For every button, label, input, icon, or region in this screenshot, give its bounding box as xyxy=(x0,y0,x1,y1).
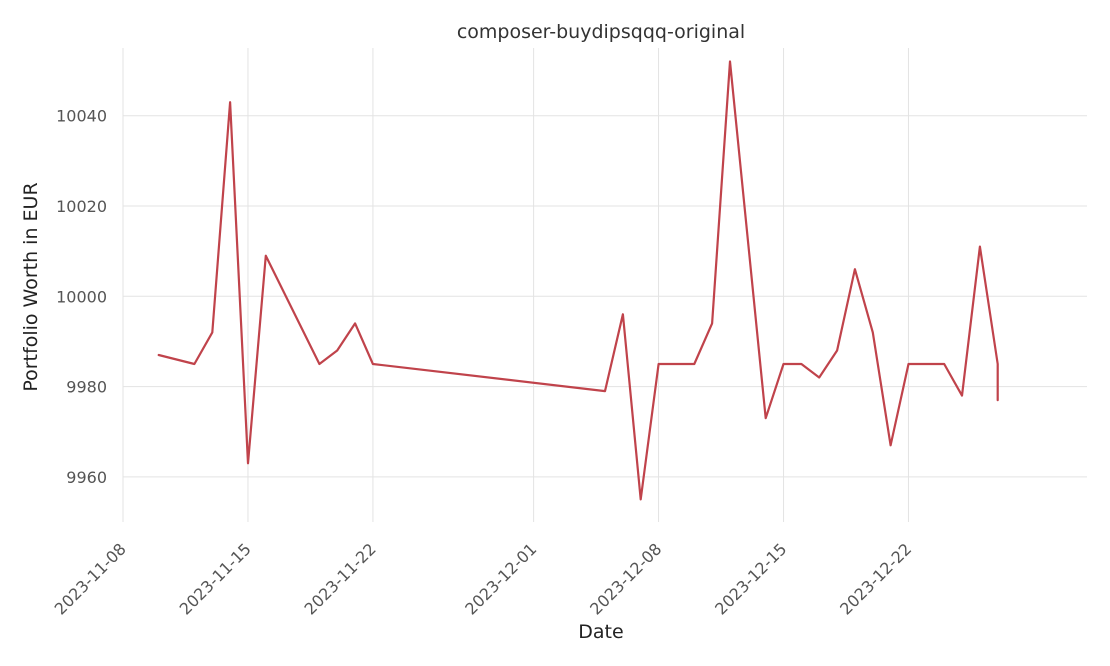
y-axis-ticks: 9960 9980 10000 10020 10040 xyxy=(56,107,107,487)
grid xyxy=(122,48,1087,522)
y-tick-label: 10020 xyxy=(56,197,107,216)
x-tick-label: 2023-11-08 xyxy=(51,539,130,618)
x-tick-label: 2023-12-01 xyxy=(461,539,540,618)
y-tick-label: 9960 xyxy=(66,468,107,487)
series-line xyxy=(157,60,999,501)
y-axis-label: Portfolio Worth in EUR xyxy=(20,182,42,391)
x-tick-label: 2023-11-15 xyxy=(176,539,255,618)
x-tick-label: 2023-12-08 xyxy=(586,539,665,618)
series-group xyxy=(157,60,999,501)
y-tick-label: 10000 xyxy=(56,287,107,306)
x-axis-label: Date xyxy=(578,621,623,643)
y-tick-label: 10040 xyxy=(56,107,107,126)
x-tick-label: 2023-12-22 xyxy=(836,539,915,618)
x-tick-label: 2023-12-15 xyxy=(711,539,790,618)
x-tick-label: 2023-11-22 xyxy=(301,539,380,618)
y-tick-label: 9980 xyxy=(66,378,107,397)
x-axis-ticks: 2023-11-08 2023-11-15 2023-11-22 2023-12-01… xyxy=(51,539,916,618)
chart-title: composer-buydipsqqq-original xyxy=(457,21,745,43)
